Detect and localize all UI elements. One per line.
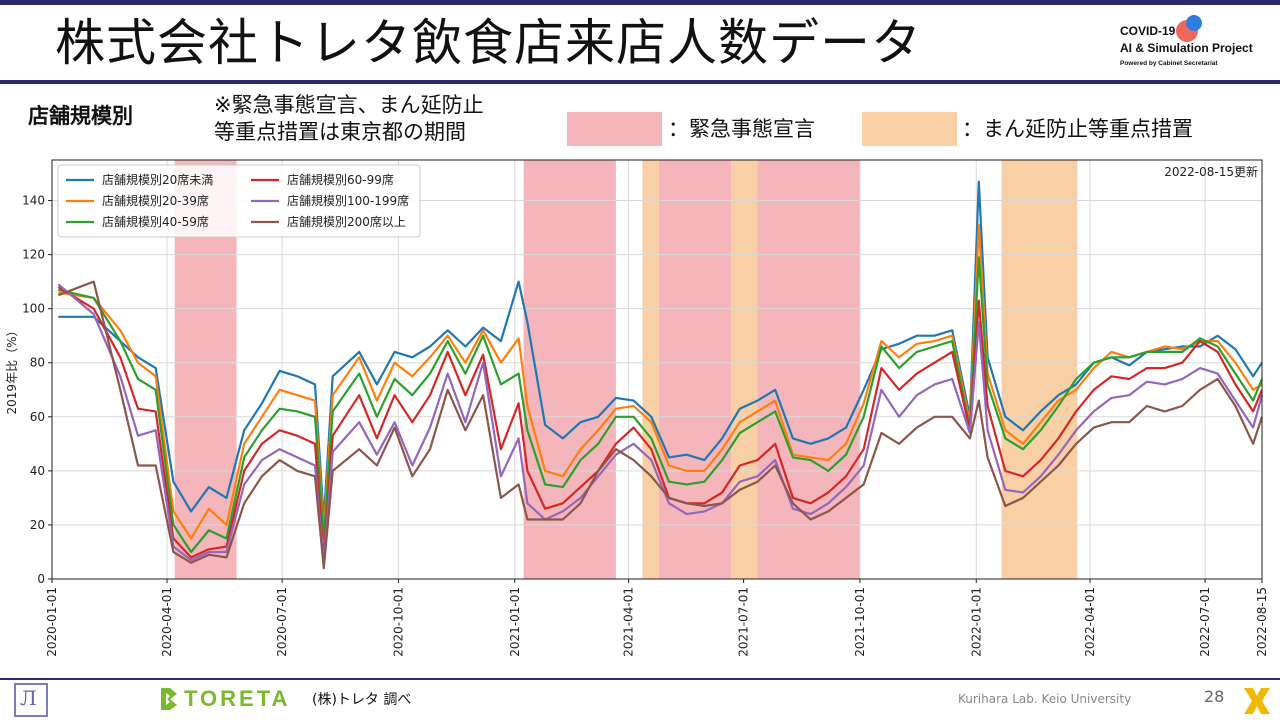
legend-box <box>57 164 421 238</box>
x-tick-label: 2020-01-01 <box>45 587 59 657</box>
toreta-mark-icon <box>161 688 177 710</box>
page-title: 株式会社トレタ飲食店来店人数データ <box>55 14 922 72</box>
y-tick-label: 20 <box>30 518 45 532</box>
footer-divider <box>0 678 1280 680</box>
logo-line-3: Powered by Cabinet Secretariat <box>1120 60 1218 67</box>
top-accent-bar <box>0 0 1280 5</box>
y-axis-label: 2019年比（%） <box>5 325 19 415</box>
legend-label: 店舗規模別20席未満 <box>102 172 213 187</box>
y-tick-label: 120 <box>22 248 45 262</box>
x-tick-label: 2021-04-01 <box>622 587 636 657</box>
period-note-line-1: ※緊急事態宣言、まん延防止 <box>214 93 484 117</box>
series-lines <box>57 180 1264 570</box>
logo-blue-dot-icon <box>1186 15 1202 31</box>
x-tick-label: 2021-07-01 <box>737 587 751 657</box>
page-number: 28 <box>1204 687 1225 706</box>
toreta-wordmark: TORETA <box>184 686 291 711</box>
legend-label: 店舗規模別60-99席 <box>287 172 394 187</box>
y-tick-label: 0 <box>37 572 45 586</box>
x-axis-ticks: 2020-01-01 2020-04-01 2020-07-01 2020-10-01… <box>45 579 1269 657</box>
y-tick-label: 100 <box>22 302 45 316</box>
logo-line-2: AI & Simulation Project <box>1120 41 1253 55</box>
series-line-店舗規模別100-199席 <box>57 283 1264 564</box>
series-line-店舗規模別200席以上 <box>57 280 1264 570</box>
period-bands <box>174 160 1078 579</box>
emergency-band <box>658 160 731 579</box>
series-line-店舗規模別20席未満 <box>58 180 1263 521</box>
series-line-店舗規模別40-59席 <box>58 256 1264 554</box>
legend-label: 店舗規模別200席以上 <box>287 214 406 229</box>
section-label: 店舗規模別 <box>28 104 133 128</box>
logo-line-1: COVID-19 <box>1120 24 1176 38</box>
legend-label: 店舗規模別100-199席 <box>287 193 409 208</box>
priority-legend-label: ：まん延防止等重点措置 <box>962 117 1193 141</box>
priority-band <box>642 160 659 579</box>
priority-band <box>1001 160 1078 579</box>
series-line-店舗規模別20-39席 <box>58 223 1263 540</box>
data-credit: (株)トレタ 調べ <box>312 692 412 708</box>
y-tick-label: 80 <box>30 356 45 370</box>
period-note-line-2: 等重点措置は東京都の期間 <box>214 120 466 144</box>
y-tick-label: 60 <box>30 410 45 424</box>
lab-logo-icon: Л <box>14 683 48 717</box>
emergency-legend-swatch <box>567 112 662 146</box>
priority-band <box>730 160 758 579</box>
x-tick-label: 2022-01-01 <box>969 587 983 657</box>
x-tick-label: 2022-04-01 <box>1083 587 1097 657</box>
emergency-band <box>523 160 616 579</box>
x-tick-label: 2020-10-01 <box>391 587 405 657</box>
emergency-legend-label: ：緊急事態宣言 <box>668 117 815 141</box>
covid-ai-project-logo: COVID-19 AI & Simulation Project Powered… <box>1116 14 1276 74</box>
legend-label: 店舗規模別20-39席 <box>102 193 209 208</box>
x-tick-label: 2022-08-15 <box>1255 587 1269 657</box>
period-note: ※緊急事態宣言、まん延防止 等重点措置は東京都の期間 <box>214 92 484 146</box>
lab-name: Kurihara Lab. Keio University <box>958 692 1132 706</box>
plot-frame <box>51 159 1263 580</box>
y-axis-ticks: 0 20 40 60 80 100 120 140 <box>22 194 52 586</box>
legend-label: 店舗規模別40-59席 <box>102 214 209 229</box>
y-tick-label: 40 <box>30 464 45 478</box>
x-tick-label: 2021-10-01 <box>853 587 867 657</box>
x-brand-icon <box>1244 688 1270 714</box>
updated-date: 2022-08-15更新 <box>1164 164 1258 179</box>
emergency-band <box>757 160 860 579</box>
x-tick-label: 2022-07-01 <box>1198 587 1212 657</box>
title-divider <box>0 80 1280 84</box>
toreta-logo: TORETA <box>158 684 298 714</box>
y-tick-label: 140 <box>22 194 45 208</box>
x-tick-label: 2020-04-01 <box>160 587 174 657</box>
priority-legend-swatch <box>862 112 957 146</box>
x-tick-label: 2020-07-01 <box>275 587 289 657</box>
x-tick-label: 2021-01-01 <box>508 587 522 657</box>
